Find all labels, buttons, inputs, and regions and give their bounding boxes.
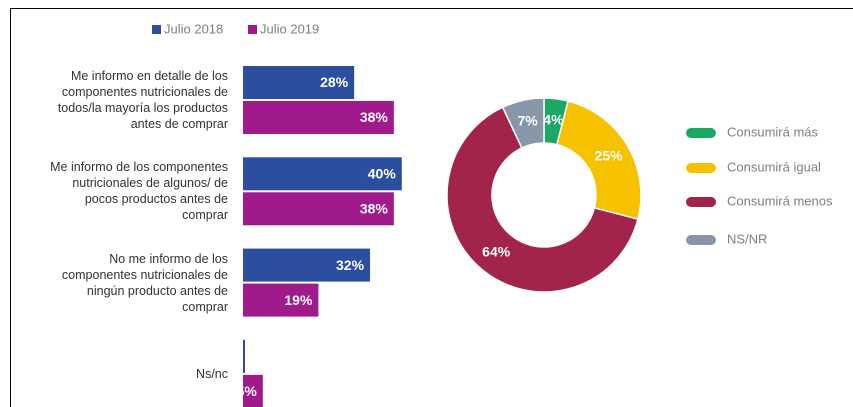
category-label: Ns/nc: [196, 366, 228, 381]
bar: [243, 248, 371, 282]
value-label: 19%: [284, 292, 313, 308]
legend-swatch: [686, 197, 716, 207]
bar: [243, 283, 319, 317]
value-label: 4%: [543, 111, 564, 127]
frame: [10, 8, 853, 407]
bar: [243, 339, 245, 373]
value-label: 40%: [368, 166, 397, 182]
legend-label: Consumirá más: [727, 124, 819, 139]
legend-swatch: [686, 235, 716, 245]
value-label: 28%: [320, 74, 349, 90]
value-label: 64%: [482, 243, 511, 259]
value-label: 7%: [518, 113, 539, 129]
donut-slice: [556, 100, 642, 221]
value-label: 32%: [336, 257, 365, 273]
bar: [243, 157, 402, 191]
legend-label: Julio 2018: [164, 21, 223, 36]
legend-swatch: [152, 25, 161, 34]
bar: [243, 374, 263, 407]
category-labels: Me informo en detalle de los componentes…: [0, 0, 228, 407]
donut-slice: [446, 106, 639, 293]
legend-label: NS/NR: [727, 231, 767, 246]
legend-label: Consumirá menos: [727, 193, 833, 208]
value-label: 5%: [237, 383, 258, 399]
category-label: Me informo en detalle de los componentes…: [57, 69, 228, 131]
value-label: 38%: [360, 201, 389, 217]
legend-swatch: [248, 25, 257, 34]
legend-label: Julio 2019: [260, 21, 319, 36]
category-label: No me informo de los componentes nutrici…: [61, 251, 228, 314]
category-label: Me informo de los componentes nutriciona…: [50, 160, 228, 223]
value-label: 25%: [595, 148, 624, 164]
value-label: 38%: [360, 109, 389, 125]
legend-swatch: [686, 163, 716, 173]
bar: [243, 66, 355, 99]
bar: [243, 192, 394, 226]
donut-slice: [501, 97, 545, 149]
legend-swatch: [686, 128, 716, 138]
legend-label: Consumirá igual: [727, 159, 821, 174]
bar: [243, 101, 394, 134]
